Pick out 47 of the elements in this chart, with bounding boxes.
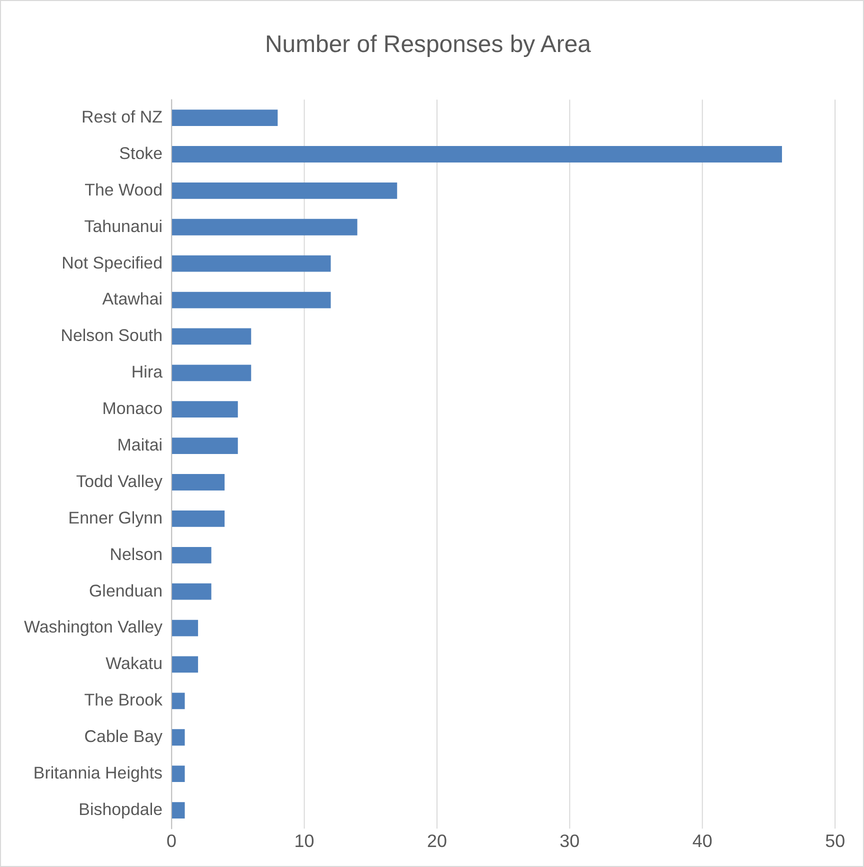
- bar: [172, 474, 225, 490]
- bar: [172, 364, 252, 382]
- y-tick-label: Hira: [131, 362, 164, 382]
- bar: [172, 620, 198, 636]
- y-tick-label: Nelson South: [60, 326, 163, 346]
- y-tick-label: Stoke: [119, 144, 163, 163]
- x-tick-label: 20: [426, 831, 447, 852]
- bar: [172, 802, 185, 818]
- bar: [172, 218, 358, 236]
- bar: [172, 328, 252, 345]
- bar: [172, 546, 212, 564]
- y-tick-label: Bishopdale: [78, 800, 163, 819]
- bar: [172, 182, 398, 199]
- y-tick-label: Britannia Heights: [33, 763, 163, 782]
- y-tick-label: Tahunanui: [84, 216, 163, 236]
- x-tick-label: 40: [692, 831, 712, 852]
- bar: [172, 583, 212, 600]
- y-tick-label: Nelson: [110, 544, 163, 564]
- y-tick-label: Wakatu: [106, 654, 163, 674]
- y-tick-label: Washington Valley: [24, 618, 164, 637]
- bar: [172, 656, 198, 673]
- x-tick-label: 50: [825, 831, 846, 852]
- bar: [172, 401, 238, 418]
- y-tick-label: Maitai: [117, 435, 163, 454]
- y-tick-label: Enner Glynn: [68, 508, 163, 528]
- bar: [172, 438, 238, 454]
- bar: [172, 766, 185, 782]
- y-tick-label: Monaco: [102, 399, 163, 418]
- y-tick-label: Todd Valley: [76, 472, 164, 491]
- bar: [172, 510, 225, 527]
- y-tick-label: Atawhai: [102, 290, 163, 309]
- x-tick-label: 0: [166, 831, 177, 852]
- y-tick-label: Cable Bay: [84, 727, 164, 746]
- y-tick-label: The Wood: [84, 180, 163, 200]
- y-tick-label: The Brook: [84, 690, 164, 710]
- bar: [172, 692, 185, 710]
- bar: [172, 110, 278, 126]
- x-tick-label: 10: [294, 831, 314, 852]
- bar: [172, 146, 782, 162]
- bar: [172, 729, 185, 746]
- y-tick-label: Rest of NZ: [82, 107, 163, 126]
- y-tick-label: Not Specified: [62, 253, 163, 272]
- x-tick-label: 30: [560, 831, 580, 852]
- bar: [172, 255, 331, 272]
- y-tick-label: Glenduan: [89, 581, 163, 600]
- chart-title: Number of Responses by Area: [265, 30, 592, 58]
- bar: [172, 292, 331, 308]
